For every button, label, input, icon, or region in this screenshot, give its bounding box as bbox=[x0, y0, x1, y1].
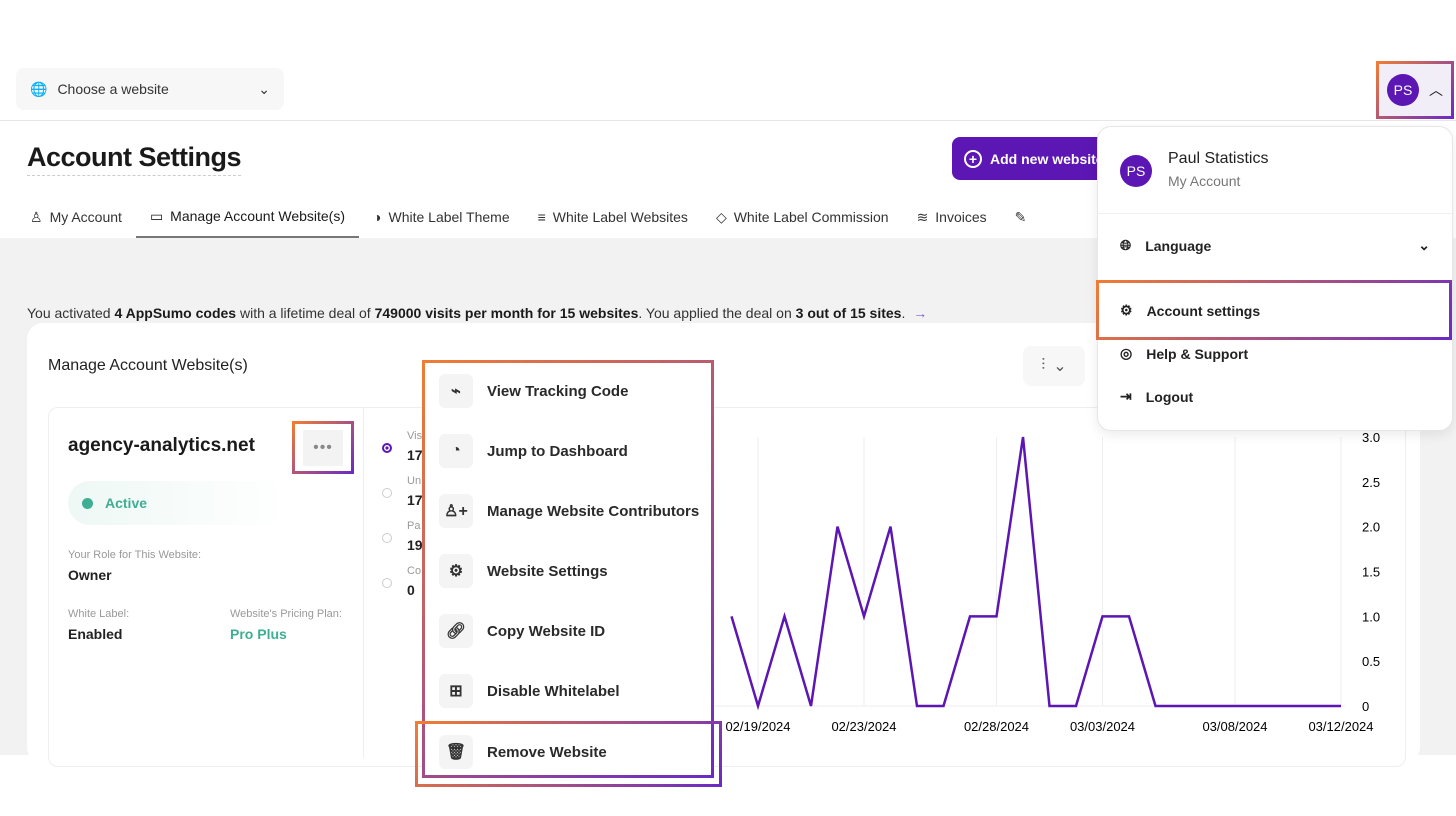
menu-item-disable-whitelabel[interactable]: ⊞ Disable Whitelabel bbox=[439, 674, 620, 708]
divider bbox=[363, 408, 364, 758]
menu-item-website-settings[interactable]: ⚙ Website Settings bbox=[439, 554, 608, 588]
remove-highlight bbox=[415, 721, 722, 787]
chevron-down-icon: ⌄ bbox=[258, 80, 270, 97]
tab-label: White Label Theme bbox=[388, 209, 510, 225]
header-divider bbox=[0, 120, 1456, 121]
add-website-button[interactable]: + Add new website bbox=[952, 137, 1112, 180]
white-label-value: Enabled bbox=[68, 626, 123, 642]
gear-icon: ⚙ bbox=[1120, 302, 1133, 318]
tag-icon: ◇ bbox=[715, 208, 727, 225]
y-tick-label: 2.0 bbox=[1362, 520, 1380, 535]
globe-icon: 🌐︎ bbox=[1120, 237, 1132, 253]
avatar: PS bbox=[1120, 155, 1152, 187]
website-row bbox=[48, 407, 1406, 767]
x-tick-label: 02/19/2024 bbox=[725, 719, 790, 734]
pie-chart-icon: ◔ bbox=[439, 434, 473, 468]
divider bbox=[1098, 213, 1452, 214]
plan-label: Website's Pricing Plan: bbox=[230, 608, 342, 620]
link-icon: 🔗︎ bbox=[439, 614, 473, 648]
layers-icon: ≋ bbox=[916, 208, 929, 225]
account-settings-label[interactable]: ⚙ Account settings bbox=[1120, 302, 1261, 319]
chevron-down-icon: ⌄ bbox=[1418, 237, 1430, 253]
help-support-menu-item[interactable]: ◎ Help & Support bbox=[1120, 345, 1249, 362]
profile-sub: My Account bbox=[1168, 173, 1241, 189]
tab-white-label-websites[interactable]: ≡ White Label Websites bbox=[524, 196, 702, 238]
tab-invoices[interactable]: ≋ Invoices bbox=[903, 196, 1001, 238]
tab-edit[interactable]: ✎ bbox=[1001, 196, 1041, 238]
y-tick-label: 0.5 bbox=[1362, 654, 1380, 669]
y-tick-label: 1.0 bbox=[1362, 609, 1380, 624]
tab-manage-websites[interactable]: ▭ Manage Account Website(s) bbox=[135, 196, 360, 238]
x-tick-label: 03/12/2024 bbox=[1308, 719, 1373, 734]
stack-icon: ▭ bbox=[149, 207, 164, 224]
y-tick-label: 3.0 bbox=[1362, 430, 1380, 445]
menu-item-manage-contributors[interactable]: ♙+ Manage Website Contributors bbox=[439, 494, 699, 528]
card-title: Manage Account Website(s) bbox=[48, 357, 248, 374]
plus-circle-icon: + bbox=[964, 149, 982, 168]
contrast-icon: ◑ bbox=[373, 209, 382, 225]
list-icon: ≡ bbox=[537, 209, 546, 225]
add-website-label: Add new website bbox=[990, 150, 1104, 167]
appsumo-notice: You activated 4 AppSumo codes with a lif… bbox=[27, 305, 928, 321]
tab-label: My Account bbox=[49, 209, 122, 225]
chart-filter-button[interactable]: ⫶ ⌄ bbox=[1023, 346, 1085, 386]
account-settings-menu-item[interactable] bbox=[1096, 280, 1452, 340]
menu-item-view-tracking-code[interactable]: ⌁ View Tracking Code bbox=[439, 374, 628, 408]
pencil-icon: ✎ bbox=[1014, 208, 1027, 225]
metric-radio[interactable] bbox=[382, 443, 392, 453]
x-tick-label: 03/03/2024 bbox=[1070, 719, 1135, 734]
x-tick-label: 02/23/2024 bbox=[831, 719, 896, 734]
tab-bar: ♙ My Account ▭ Manage Account Website(s) ◑… bbox=[0, 196, 1100, 238]
plan-value: Pro Plus bbox=[230, 626, 287, 642]
logout-icon: ⇥ bbox=[1120, 388, 1132, 404]
y-tick-label: 0 bbox=[1362, 699, 1369, 714]
tab-label: Manage Account Website(s) bbox=[170, 208, 346, 224]
user-menu-button[interactable]: PS ︿ bbox=[1376, 61, 1454, 119]
user-icon: ♙ bbox=[30, 208, 43, 225]
role-label: Your Role for This Website: bbox=[68, 549, 202, 561]
y-tick-label: 2.5 bbox=[1362, 475, 1380, 490]
tab-my-account[interactable]: ♙ My Account bbox=[16, 196, 136, 238]
tab-label: White Label Commission bbox=[733, 209, 889, 225]
tab-white-label-commission[interactable]: ◇ White Label Commission bbox=[702, 196, 903, 238]
y-tick-label: 1.5 bbox=[1362, 565, 1380, 580]
metric-radio[interactable] bbox=[382, 533, 392, 543]
website-context-menu: ⌁ View Tracking Code ◔ Jump to Dashboard ♙… bbox=[422, 360, 714, 778]
x-tick-label: 02/28/2024 bbox=[964, 719, 1029, 734]
status-badge: Active bbox=[68, 481, 288, 525]
sliders-icon: ⫶ bbox=[1041, 357, 1046, 374]
avatar: PS bbox=[1387, 74, 1419, 106]
lifebuoy-icon: ◎ bbox=[1120, 345, 1133, 361]
website-selector-label: Choose a website bbox=[57, 81, 169, 97]
gear-icon: ⚙ bbox=[439, 554, 473, 588]
profile-dropdown: PS Paul Statistics My Account 🌐︎ Language… bbox=[1096, 126, 1453, 431]
x-tick-label: 03/08/2024 bbox=[1202, 719, 1267, 734]
menu-item-copy-website-id[interactable]: 🔗︎ Copy Website ID bbox=[439, 614, 605, 648]
chevron-down-icon: ⌄ bbox=[1053, 358, 1067, 375]
profile-name: Paul Statistics bbox=[1168, 150, 1269, 167]
metric-radio[interactable] bbox=[382, 488, 392, 498]
tab-label: Invoices bbox=[935, 209, 987, 225]
globe-icon: 🌐 bbox=[30, 80, 48, 97]
grid-icon: ⊞ bbox=[439, 674, 473, 708]
activity-icon: ⌁ bbox=[439, 374, 473, 408]
status-dot bbox=[82, 497, 93, 509]
tab-label: White Label Websites bbox=[552, 209, 688, 225]
arrow-right-link[interactable]: → bbox=[913, 305, 928, 321]
website-options-button[interactable]: ••• bbox=[292, 421, 354, 474]
metric-radio[interactable] bbox=[382, 578, 392, 588]
chevron-up-icon: ︿ bbox=[1429, 82, 1443, 98]
language-menu-item[interactable]: 🌐︎ Language ⌄ bbox=[1120, 237, 1430, 254]
logout-menu-item[interactable]: ⇥ Logout bbox=[1120, 388, 1194, 405]
more-dots-icon: ••• bbox=[303, 429, 343, 466]
user-plus-icon: ♙+ bbox=[439, 494, 473, 528]
menu-item-jump-to-dashboard[interactable]: ◔ Jump to Dashboard bbox=[439, 434, 628, 468]
website-selector[interactable]: 🌐 Choose a website ⌄ bbox=[16, 68, 284, 110]
role-value: Owner bbox=[68, 567, 112, 583]
visits-series-line bbox=[730, 436, 1341, 711]
page-title: Account Settings bbox=[27, 142, 242, 176]
white-label-label: White Label: bbox=[68, 608, 130, 620]
website-name: agency-analytics.net bbox=[68, 435, 255, 456]
tab-white-label-theme[interactable]: ◑ White Label Theme bbox=[359, 196, 524, 238]
